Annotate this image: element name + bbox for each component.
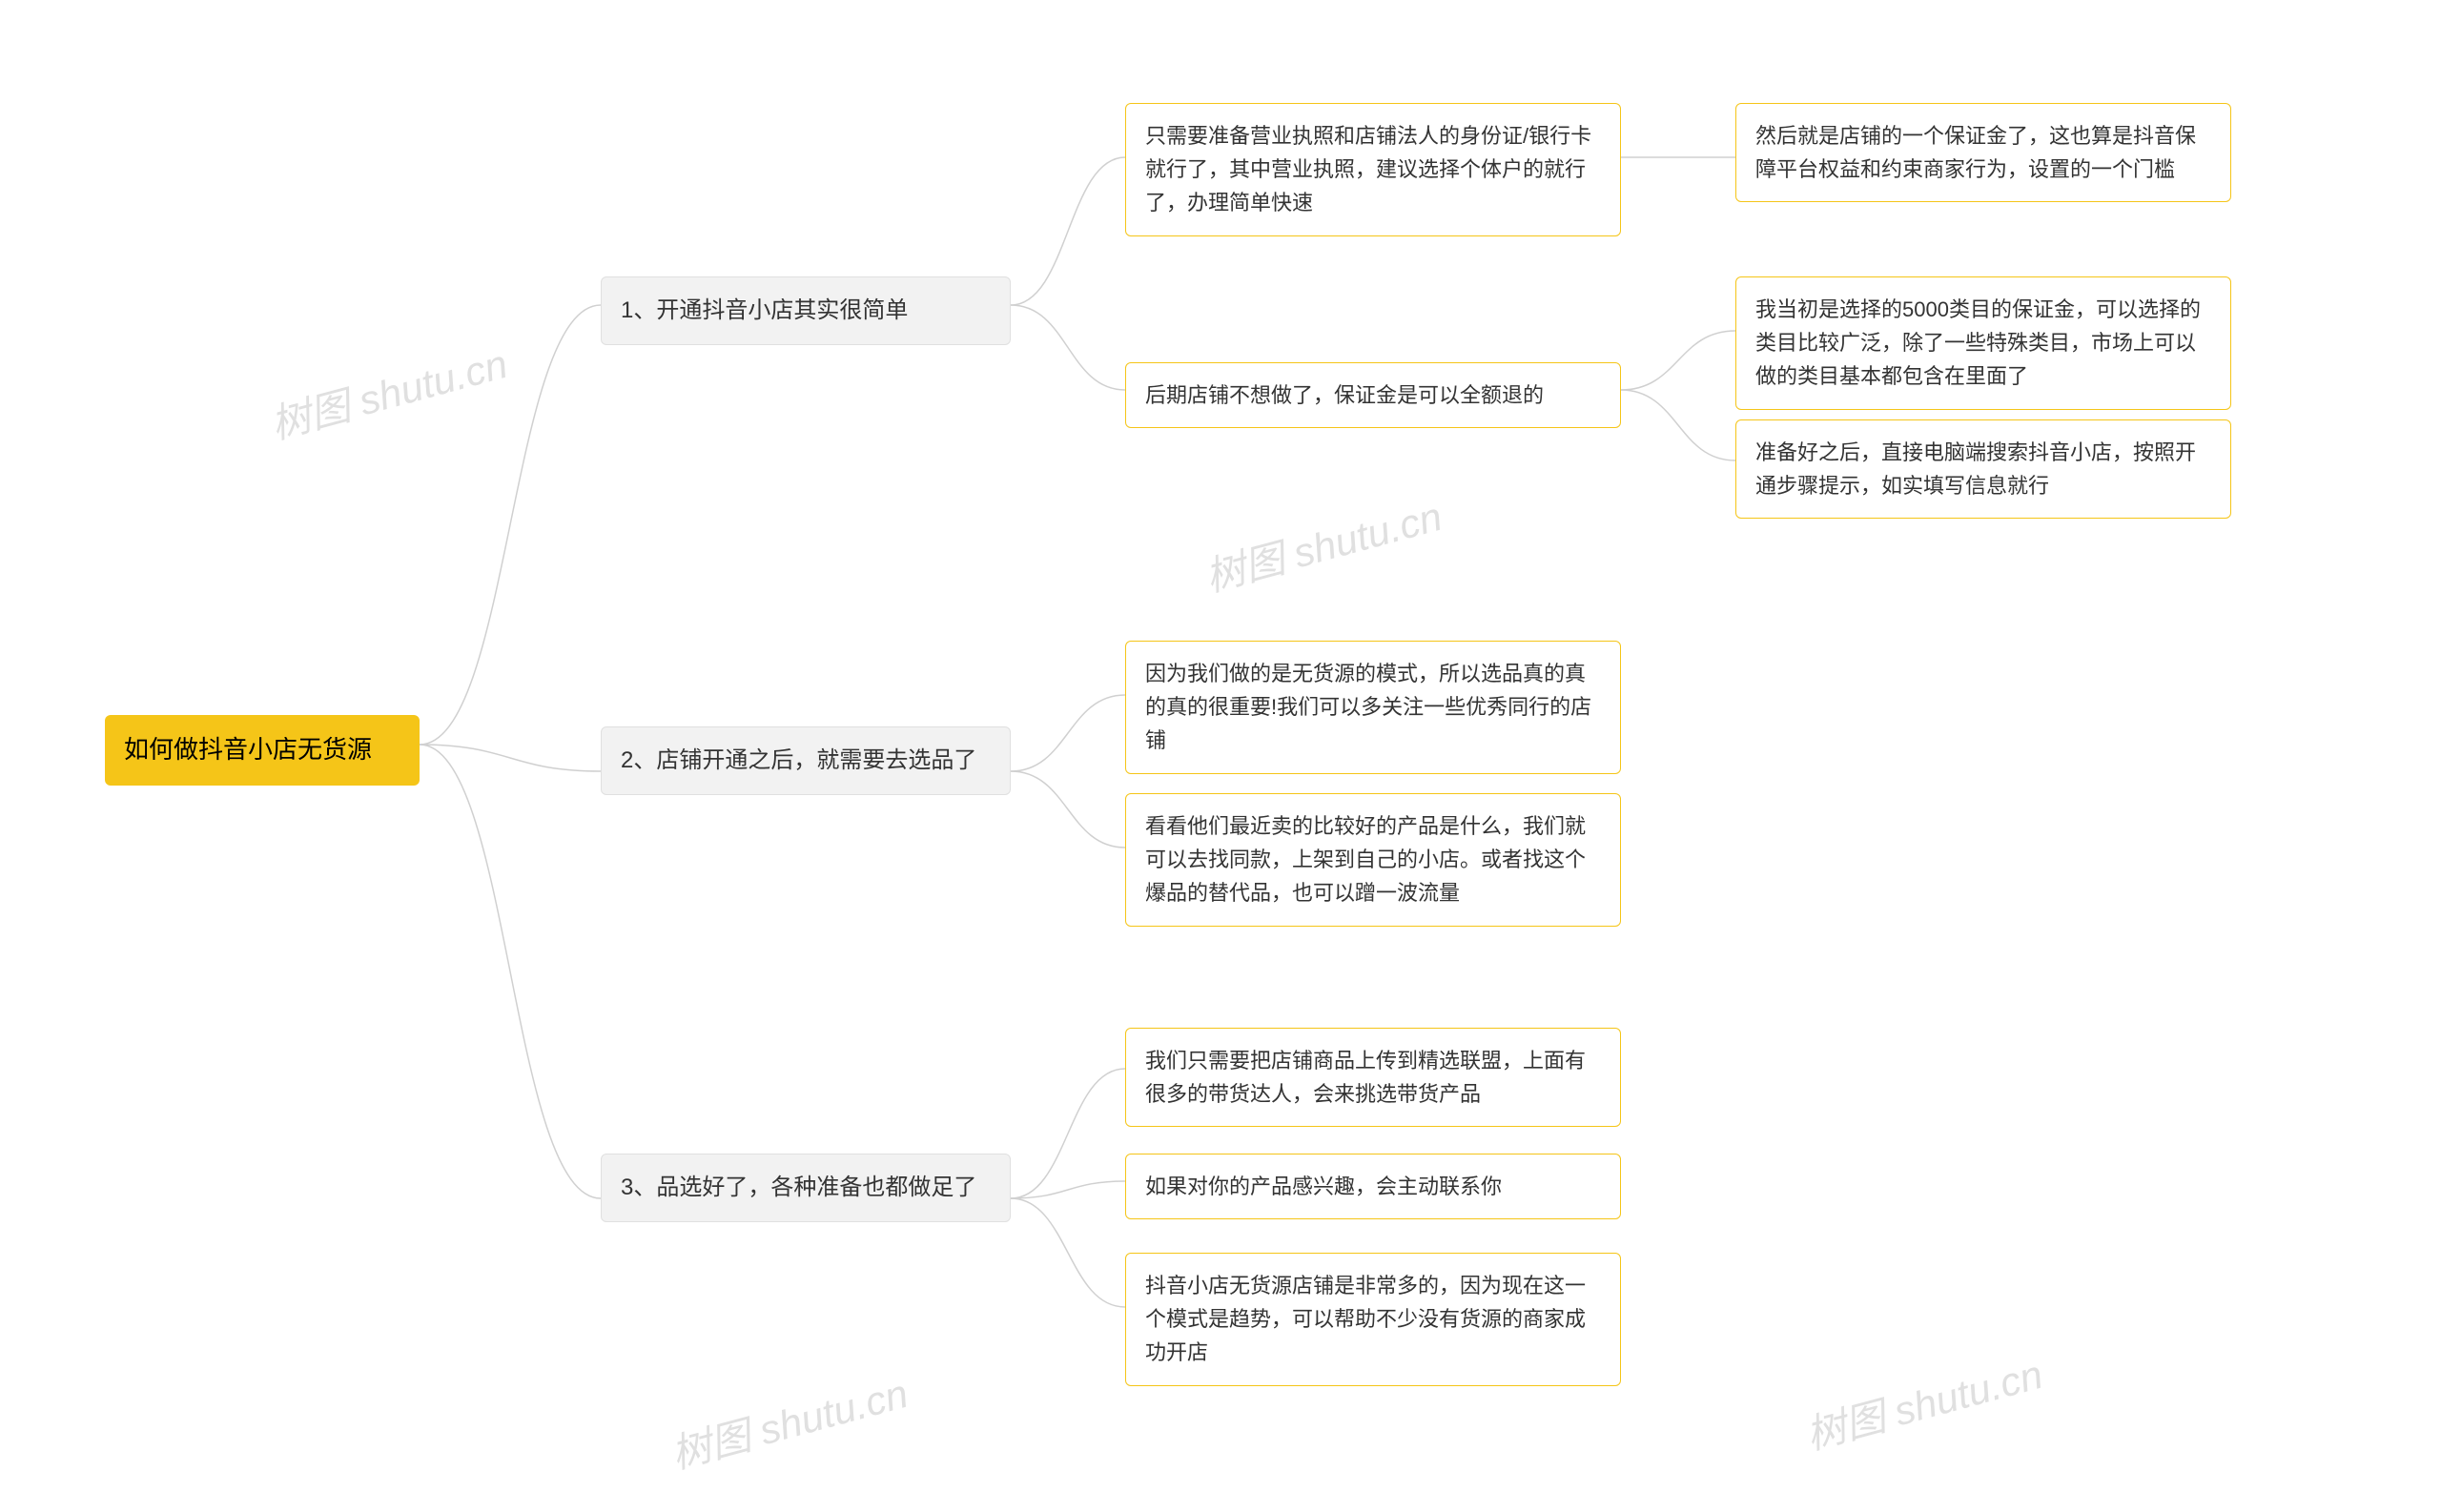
mindmap-leaf-node[interactable]: 如果对你的产品感兴趣，会主动联系你 <box>1125 1154 1621 1219</box>
mindmap-leaf-node[interactable]: 因为我们做的是无货源的模式，所以选品真的真的真的很重要!我们可以多关注一些优秀同… <box>1125 641 1621 774</box>
mindmap-branch-node[interactable]: 2、店铺开通之后，就需要去选品了 <box>601 726 1011 795</box>
mindmap-leaf-node[interactable]: 后期店铺不想做了，保证金是可以全额退的 <box>1125 362 1621 428</box>
mindmap-branch-node[interactable]: 1、开通抖音小店其实很简单 <box>601 276 1011 345</box>
mindmap-branch-label: 1、开通抖音小店其实很简单 <box>621 297 908 323</box>
mindmap-root-node[interactable]: 如何做抖音小店无货源 <box>105 715 420 786</box>
mindmap-leaf-node[interactable]: 然后就是店铺的一个保证金了，这也算是抖音保障平台权益和约束商家行为，设置的一个门… <box>1735 103 2231 202</box>
mindmap-leaf-label: 如果对你的产品感兴趣，会主动联系你 <box>1145 1175 1502 1198</box>
mindmap-leaf-node[interactable]: 我当初是选择的5000类目的保证金，可以选择的类目比较广泛，除了一些特殊类目，市… <box>1735 276 2231 410</box>
mindmap-leaf-label: 后期店铺不想做了，保证金是可以全额退的 <box>1145 383 1544 407</box>
mindmap-leaf-label: 看看他们最近卖的比较好的产品是什么，我们就可以去找同款，上架到自己的小店。或者找… <box>1145 814 1586 905</box>
mindmap-branch-label: 2、店铺开通之后，就需要去选品了 <box>621 747 976 773</box>
mindmap-branch-label: 3、品选好了，各种准备也都做足了 <box>621 1175 976 1200</box>
mindmap-leaf-node[interactable]: 我们只需要把店铺商品上传到精选联盟，上面有很多的带货达人，会来挑选带货产品 <box>1125 1028 1621 1127</box>
mindmap-leaf-node[interactable]: 看看他们最近卖的比较好的产品是什么，我们就可以去找同款，上架到自己的小店。或者找… <box>1125 793 1621 927</box>
mindmap-root-label: 如何做抖音小店无货源 <box>124 735 372 764</box>
mindmap-leaf-node[interactable]: 只需要准备营业执照和店铺法人的身份证/银行卡就行了，其中营业执照，建议选择个体户… <box>1125 103 1621 236</box>
mindmap-leaf-label: 准备好之后，直接电脑端搜索抖音小店，按照开通步骤提示，如实填写信息就行 <box>1755 440 2196 498</box>
mindmap-leaf-label: 然后就是店铺的一个保证金了，这也算是抖音保障平台权益和约束商家行为，设置的一个门… <box>1755 124 2196 181</box>
mindmap-leaf-label: 我们只需要把店铺商品上传到精选联盟，上面有很多的带货达人，会来挑选带货产品 <box>1145 1049 1586 1106</box>
mindmap-leaf-label: 只需要准备营业执照和店铺法人的身份证/银行卡就行了，其中营业执照，建议选择个体户… <box>1145 124 1591 215</box>
mindmap-leaf-node[interactable]: 抖音小店无货源店铺是非常多的，因为现在这一个模式是趋势，可以帮助不少没有货源的商… <box>1125 1253 1621 1386</box>
mindmap-leaf-node[interactable]: 准备好之后，直接电脑端搜索抖音小店，按照开通步骤提示，如实填写信息就行 <box>1735 419 2231 519</box>
mindmap-leaf-label: 抖音小店无货源店铺是非常多的，因为现在这一个模式是趋势，可以帮助不少没有货源的商… <box>1145 1274 1586 1364</box>
mindmap-branch-node[interactable]: 3、品选好了，各种准备也都做足了 <box>601 1154 1011 1222</box>
mindmap-leaf-label: 因为我们做的是无货源的模式，所以选品真的真的真的很重要!我们可以多关注一些优秀同… <box>1145 662 1591 752</box>
mindmap-leaf-label: 我当初是选择的5000类目的保证金，可以选择的类目比较广泛，除了一些特殊类目，市… <box>1755 297 2201 388</box>
